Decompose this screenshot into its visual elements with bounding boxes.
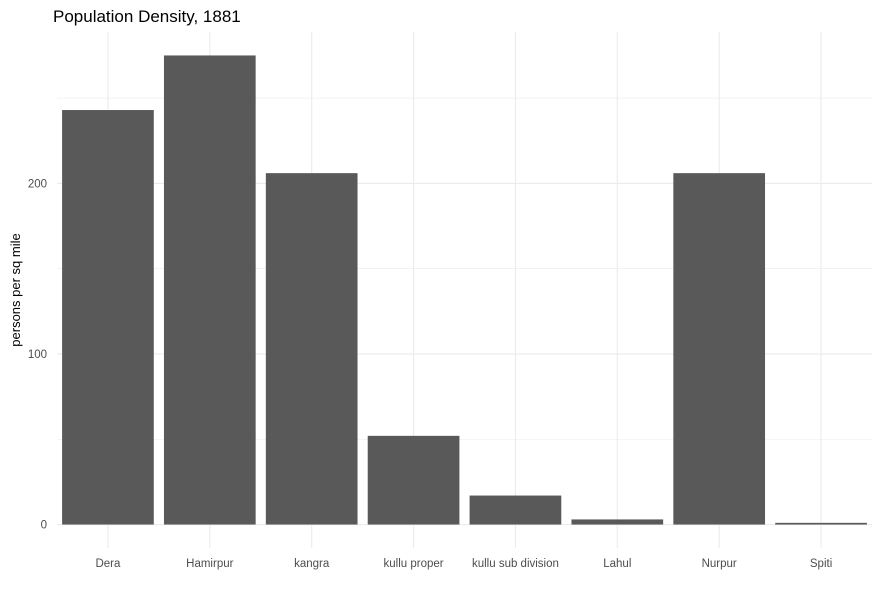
bars xyxy=(62,55,867,525)
x-tick-label: kangra xyxy=(294,558,330,570)
x-axis-ticks: Dera Hamirpur kangra kullu proper kullu sub … xyxy=(95,558,832,570)
y-axis-label: persons per sq mile xyxy=(8,233,23,346)
x-tick-label: Lahul xyxy=(603,558,631,570)
bar-kullu-sub-division xyxy=(469,495,562,525)
x-tick-label: kullu proper xyxy=(384,558,444,570)
bar-hamirpur xyxy=(163,55,256,525)
y-tick-label: 0 xyxy=(41,520,47,532)
x-tick-label: Dera xyxy=(95,558,121,570)
x-tick-label: Hamirpur xyxy=(186,558,233,570)
x-tick-label: kullu sub division xyxy=(472,558,559,570)
y-tick-label: 200 xyxy=(28,178,47,190)
bar-kangra xyxy=(265,173,358,525)
bar-spiti xyxy=(775,522,867,525)
bar-kullu-proper xyxy=(367,435,460,525)
chart-title: Population Density, 1881 xyxy=(53,7,241,26)
x-tick-label: Spiti xyxy=(810,558,832,570)
y-axis-ticks: 0 100 200 xyxy=(28,178,47,531)
bar-lahul xyxy=(571,519,664,525)
bar-dera xyxy=(62,110,154,525)
y-tick-label: 100 xyxy=(28,349,47,361)
x-tick-label: Nurpur xyxy=(702,558,737,570)
bar-nurpur xyxy=(673,173,766,525)
